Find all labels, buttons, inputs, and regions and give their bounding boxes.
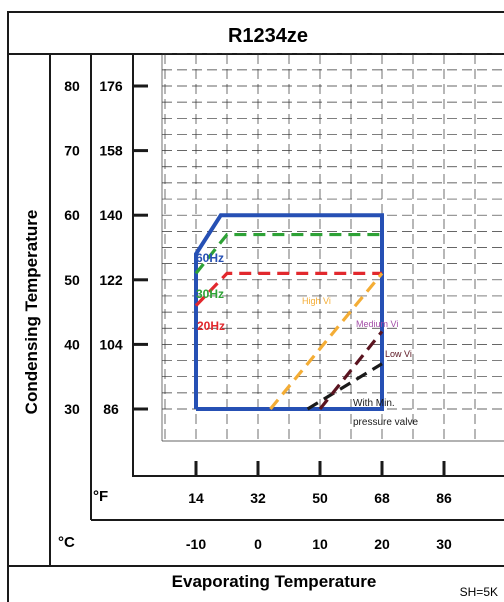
label-60hz: 60Hz xyxy=(196,251,224,265)
series-lines xyxy=(194,213,384,411)
label-medium-vi: Medium Vi xyxy=(356,319,398,329)
label-20hz: 20Hz xyxy=(197,319,225,333)
fahrenheit-unit-label: °F xyxy=(93,488,108,505)
series-low-vi xyxy=(318,330,384,410)
y-tick-label-fahrenheit: 86 xyxy=(103,401,119,417)
label-high-vi: High Vi xyxy=(302,296,331,306)
plot-axes-frame xyxy=(132,54,504,477)
x-tick-label-celsius: 10 xyxy=(312,536,328,552)
series-medium-vi xyxy=(306,362,383,411)
chart-title: R1234ze xyxy=(228,25,308,47)
x-tick-label-celsius: -10 xyxy=(186,536,206,552)
grid xyxy=(161,53,504,442)
y-tick-label-celsius: 40 xyxy=(64,336,80,352)
y-tick-label-celsius: 80 xyxy=(64,78,80,94)
superheat-note: SH=5K xyxy=(460,585,498,599)
x-tick-label-fahrenheit: 50 xyxy=(312,490,328,506)
x-ticks-celsius: -10 0 10 20 30 xyxy=(186,536,452,552)
label-min-pressure-valve-line1: With Min. xyxy=(353,398,395,409)
series-high-vi xyxy=(269,272,384,411)
y-tick-label-celsius: 30 xyxy=(64,401,80,417)
label-30hz: 30Hz xyxy=(196,287,224,301)
x-tick-label-celsius: 30 xyxy=(436,536,452,552)
y-tick-label-fahrenheit: 122 xyxy=(99,272,123,288)
y-tick-label-fahrenheit: 104 xyxy=(99,336,123,352)
y-tick-label-celsius: 70 xyxy=(64,143,80,159)
x-tick-label-fahrenheit: 68 xyxy=(374,490,390,506)
x-tick-label-fahrenheit: 86 xyxy=(436,490,452,506)
y-tick-label-fahrenheit: 158 xyxy=(99,143,123,159)
y-tick-label-celsius: 60 xyxy=(64,207,80,223)
x-ticks-fahrenheit: 14 32 50 68 86 xyxy=(188,461,452,506)
series-30hz xyxy=(194,232,382,275)
x-tick-label-fahrenheit: 32 xyxy=(250,490,266,506)
y-ticks-celsius: 80 70 60 50 40 30 xyxy=(64,78,80,417)
y-axis-title: Condensing Temperature xyxy=(22,210,41,415)
celsius-unit-label: °C xyxy=(58,534,75,551)
y-tick-label-fahrenheit: 176 xyxy=(99,78,123,94)
x-tick-label-fahrenheit: 14 xyxy=(188,490,204,506)
y-ticks-fahrenheit: 176 158 140 122 104 86 xyxy=(99,78,148,417)
label-min-pressure-valve-line2: pressure valve xyxy=(353,417,418,428)
x-tick-label-celsius: 0 xyxy=(254,536,262,552)
y-tick-label-celsius: 50 xyxy=(64,272,80,288)
y-tick-label-fahrenheit: 140 xyxy=(99,207,123,223)
x-tick-label-celsius: 20 xyxy=(374,536,390,552)
x-axis-title: Evaporating Temperature xyxy=(172,572,377,591)
series-20hz xyxy=(194,271,382,307)
series-60hz xyxy=(194,213,384,411)
outer-frame xyxy=(7,11,504,602)
label-low-vi: Low Vi xyxy=(385,349,412,359)
